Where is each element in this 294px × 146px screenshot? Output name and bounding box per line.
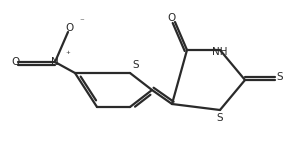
Text: S: S [217,113,223,123]
Text: O: O [66,23,74,33]
Text: N: N [51,57,59,67]
Text: NH: NH [212,47,228,57]
Text: S: S [276,72,283,82]
Text: ⁻: ⁻ [79,18,84,27]
Text: O: O [168,13,176,23]
Text: S: S [132,60,139,70]
Text: ⁺: ⁺ [65,51,70,60]
Text: O: O [11,57,19,67]
